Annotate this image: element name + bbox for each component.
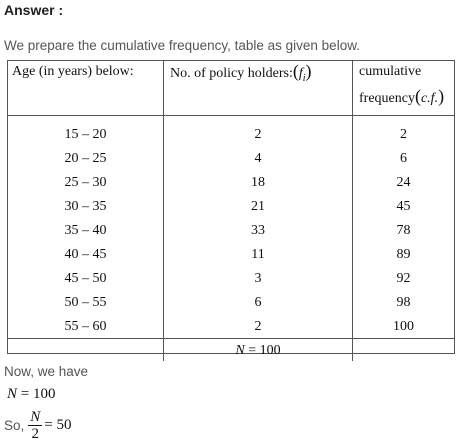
cumulative-frequency-cell: 45 [353, 194, 455, 218]
n-equation: N = 100 [7, 386, 55, 403]
cumulative-frequency-cell: 92 [353, 266, 455, 290]
frequency-cell: 18 [164, 170, 353, 194]
age-cell: 25 – 30 [8, 170, 164, 194]
table-row: 25 – 30 18 24 [8, 170, 454, 194]
age-cell: 35 – 40 [8, 218, 164, 242]
table-row: 45 – 50 3 92 [8, 266, 454, 290]
cumulative-frequency-cell: 89 [353, 242, 455, 266]
total-symbol: N [235, 343, 244, 358]
fraction-numerator: N [28, 409, 42, 426]
fraction-result: = 50 [44, 417, 71, 434]
now-text: Now, we have [4, 364, 88, 379]
total-empty-cell [8, 339, 164, 362]
cumulative-frequency-cell: 78 [353, 218, 455, 242]
frequency-cell: 2 [164, 116, 353, 147]
header-cumulative-frequency: cumulative frequency(c.f.) [353, 61, 455, 116]
age-cell: 30 – 35 [8, 194, 164, 218]
frequency-cell: 6 [164, 290, 353, 314]
age-cell: 40 – 45 [8, 242, 164, 266]
n-value: = 100 [17, 386, 55, 402]
cumulative-frequency-cell: 100 [353, 314, 455, 339]
header-cf-line2: frequency(c.f.) [359, 88, 454, 107]
table-row: 15 – 20 2 2 [8, 116, 454, 147]
frequency-cell: 3 [164, 266, 353, 290]
cumulative-frequency-cell: 98 [353, 290, 455, 314]
total-cell: N = 100 [164, 339, 353, 362]
answer-heading: Answer : [4, 2, 63, 18]
cumulative-frequency-cell: 2 [353, 116, 455, 147]
table-row: 50 – 55 6 98 [8, 290, 454, 314]
frequency-cell: 4 [164, 146, 353, 170]
table-row: 20 – 25 4 6 [8, 146, 454, 170]
header-cf-line1: cumulative [359, 63, 454, 80]
table-row: 55 – 60 2 100 [8, 314, 454, 339]
intro-text: We prepare the cumulative frequency, tab… [4, 38, 360, 53]
table-row: 40 – 45 11 89 [8, 242, 454, 266]
age-cell: 20 – 25 [8, 146, 164, 170]
frequency-table: Age (in years) below: No. of policy hold… [7, 60, 455, 354]
cumulative-frequency-cell: 6 [353, 146, 455, 170]
so-equation: So, N 2 = 50 [4, 405, 72, 445]
age-cell: 50 – 55 [8, 290, 164, 314]
frequency-cell: 2 [164, 314, 353, 339]
n-symbol: N [7, 386, 17, 402]
so-label: So, [4, 418, 24, 433]
frequency-cell: 33 [164, 218, 353, 242]
fraction-denominator: 2 [32, 426, 40, 442]
total-value: = 100 [245, 343, 281, 358]
header-policy-holders: No. of policy holders:(fi) [164, 61, 353, 116]
table-total-row: N = 100 [8, 339, 454, 362]
table-header-row: Age (in years) below: No. of policy hold… [8, 61, 454, 116]
header-age: Age (in years) below: [8, 61, 164, 116]
fraction: N 2 [28, 409, 42, 442]
frequency-cell: 21 [164, 194, 353, 218]
header-policy-label: No. of policy holders: [170, 66, 293, 81]
age-cell: 45 – 50 [8, 266, 164, 290]
frequency-cell: 11 [164, 242, 353, 266]
cumulative-frequency-cell: 24 [353, 170, 455, 194]
age-cell: 15 – 20 [8, 116, 164, 147]
total-empty-cell [353, 339, 455, 362]
header-cf-symbol: c.f. [421, 91, 438, 106]
table-row: 30 – 35 21 45 [8, 194, 454, 218]
age-cell: 55 – 60 [8, 314, 164, 339]
table-row: 35 – 40 33 78 [8, 218, 454, 242]
